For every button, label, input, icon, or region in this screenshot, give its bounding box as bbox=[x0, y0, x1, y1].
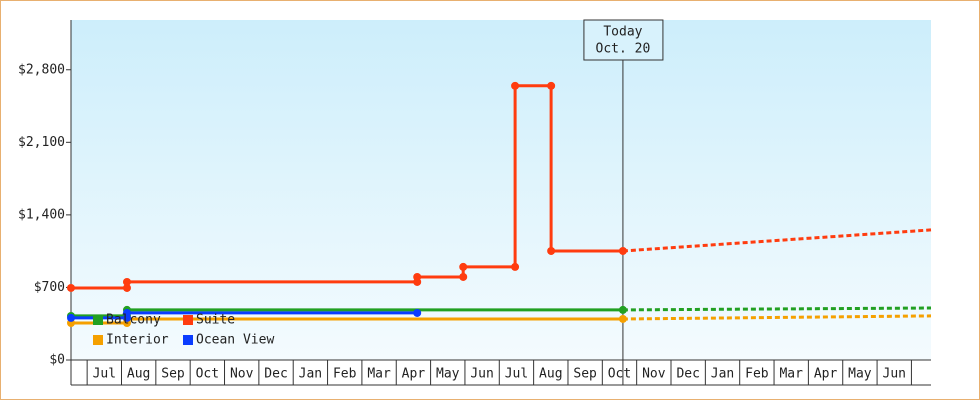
point bbox=[459, 262, 468, 271]
legend-swatch bbox=[93, 335, 103, 345]
x-tick-label: Nov bbox=[642, 367, 666, 382]
today-box bbox=[583, 19, 664, 61]
legend-swatch bbox=[183, 315, 193, 325]
point bbox=[618, 305, 627, 314]
point bbox=[618, 314, 627, 323]
x-tick-label: Dec bbox=[264, 367, 287, 382]
point bbox=[122, 308, 131, 317]
y-tick-label: $2,100 bbox=[18, 135, 65, 150]
x-tick-label: Apr bbox=[402, 367, 426, 382]
point bbox=[547, 81, 556, 90]
x-tick-label: Jun bbox=[883, 367, 906, 382]
legend-label: Suite bbox=[196, 313, 235, 328]
legend-label: Ocean View bbox=[196, 333, 274, 348]
forecast-line bbox=[622, 306, 932, 312]
point bbox=[67, 313, 75, 322]
plot-area bbox=[71, 20, 931, 360]
y-tick-label: $1,400 bbox=[18, 207, 65, 222]
point bbox=[511, 262, 520, 271]
point bbox=[459, 272, 468, 281]
x-tick-label: Feb bbox=[333, 367, 357, 382]
y-tick-label: $2,800 bbox=[18, 62, 65, 77]
x-tick-label: Jun bbox=[470, 367, 493, 382]
forecast-line bbox=[622, 228, 932, 253]
x-tick-label: Jan bbox=[299, 367, 322, 382]
x-tick-label: Dec bbox=[676, 367, 699, 382]
x-tick-label: May bbox=[436, 367, 460, 382]
point bbox=[122, 283, 131, 292]
x-tick-label: Feb bbox=[745, 367, 769, 382]
x-tick-label: Jul bbox=[505, 367, 528, 382]
x-tick-label: Sep bbox=[161, 367, 185, 382]
point bbox=[122, 277, 131, 286]
x-tick-label: May bbox=[848, 367, 872, 382]
point bbox=[511, 81, 520, 90]
x-tick-label: Apr bbox=[814, 367, 838, 382]
y-tick-label: $700 bbox=[34, 280, 65, 295]
x-tick-label: Jan bbox=[711, 367, 734, 382]
today-label: Today bbox=[603, 25, 642, 40]
x-tick-label: Mar bbox=[367, 367, 391, 382]
x-tick-label: Jul bbox=[93, 367, 116, 382]
x-tick-label: Aug bbox=[539, 367, 562, 382]
x-tick-label: Mar bbox=[779, 367, 803, 382]
point bbox=[413, 308, 422, 317]
x-tick-label: Oct bbox=[196, 367, 219, 382]
legend-label: Balcony bbox=[106, 313, 161, 328]
x-tick-label: Aug bbox=[127, 367, 150, 382]
point bbox=[618, 246, 627, 255]
x-tick-label: Sep bbox=[573, 367, 597, 382]
point bbox=[547, 246, 556, 255]
point bbox=[67, 283, 75, 292]
legend-label: Interior bbox=[106, 333, 169, 348]
today-label: Oct. 20 bbox=[596, 42, 651, 57]
legend-swatch bbox=[93, 315, 103, 325]
x-tick-label: Oct bbox=[608, 367, 631, 382]
point bbox=[413, 272, 422, 281]
y-tick-label: $0 bbox=[49, 353, 65, 368]
forecast-line bbox=[622, 314, 932, 321]
legend-swatch bbox=[183, 335, 193, 345]
x-tick-label: Nov bbox=[230, 367, 254, 382]
